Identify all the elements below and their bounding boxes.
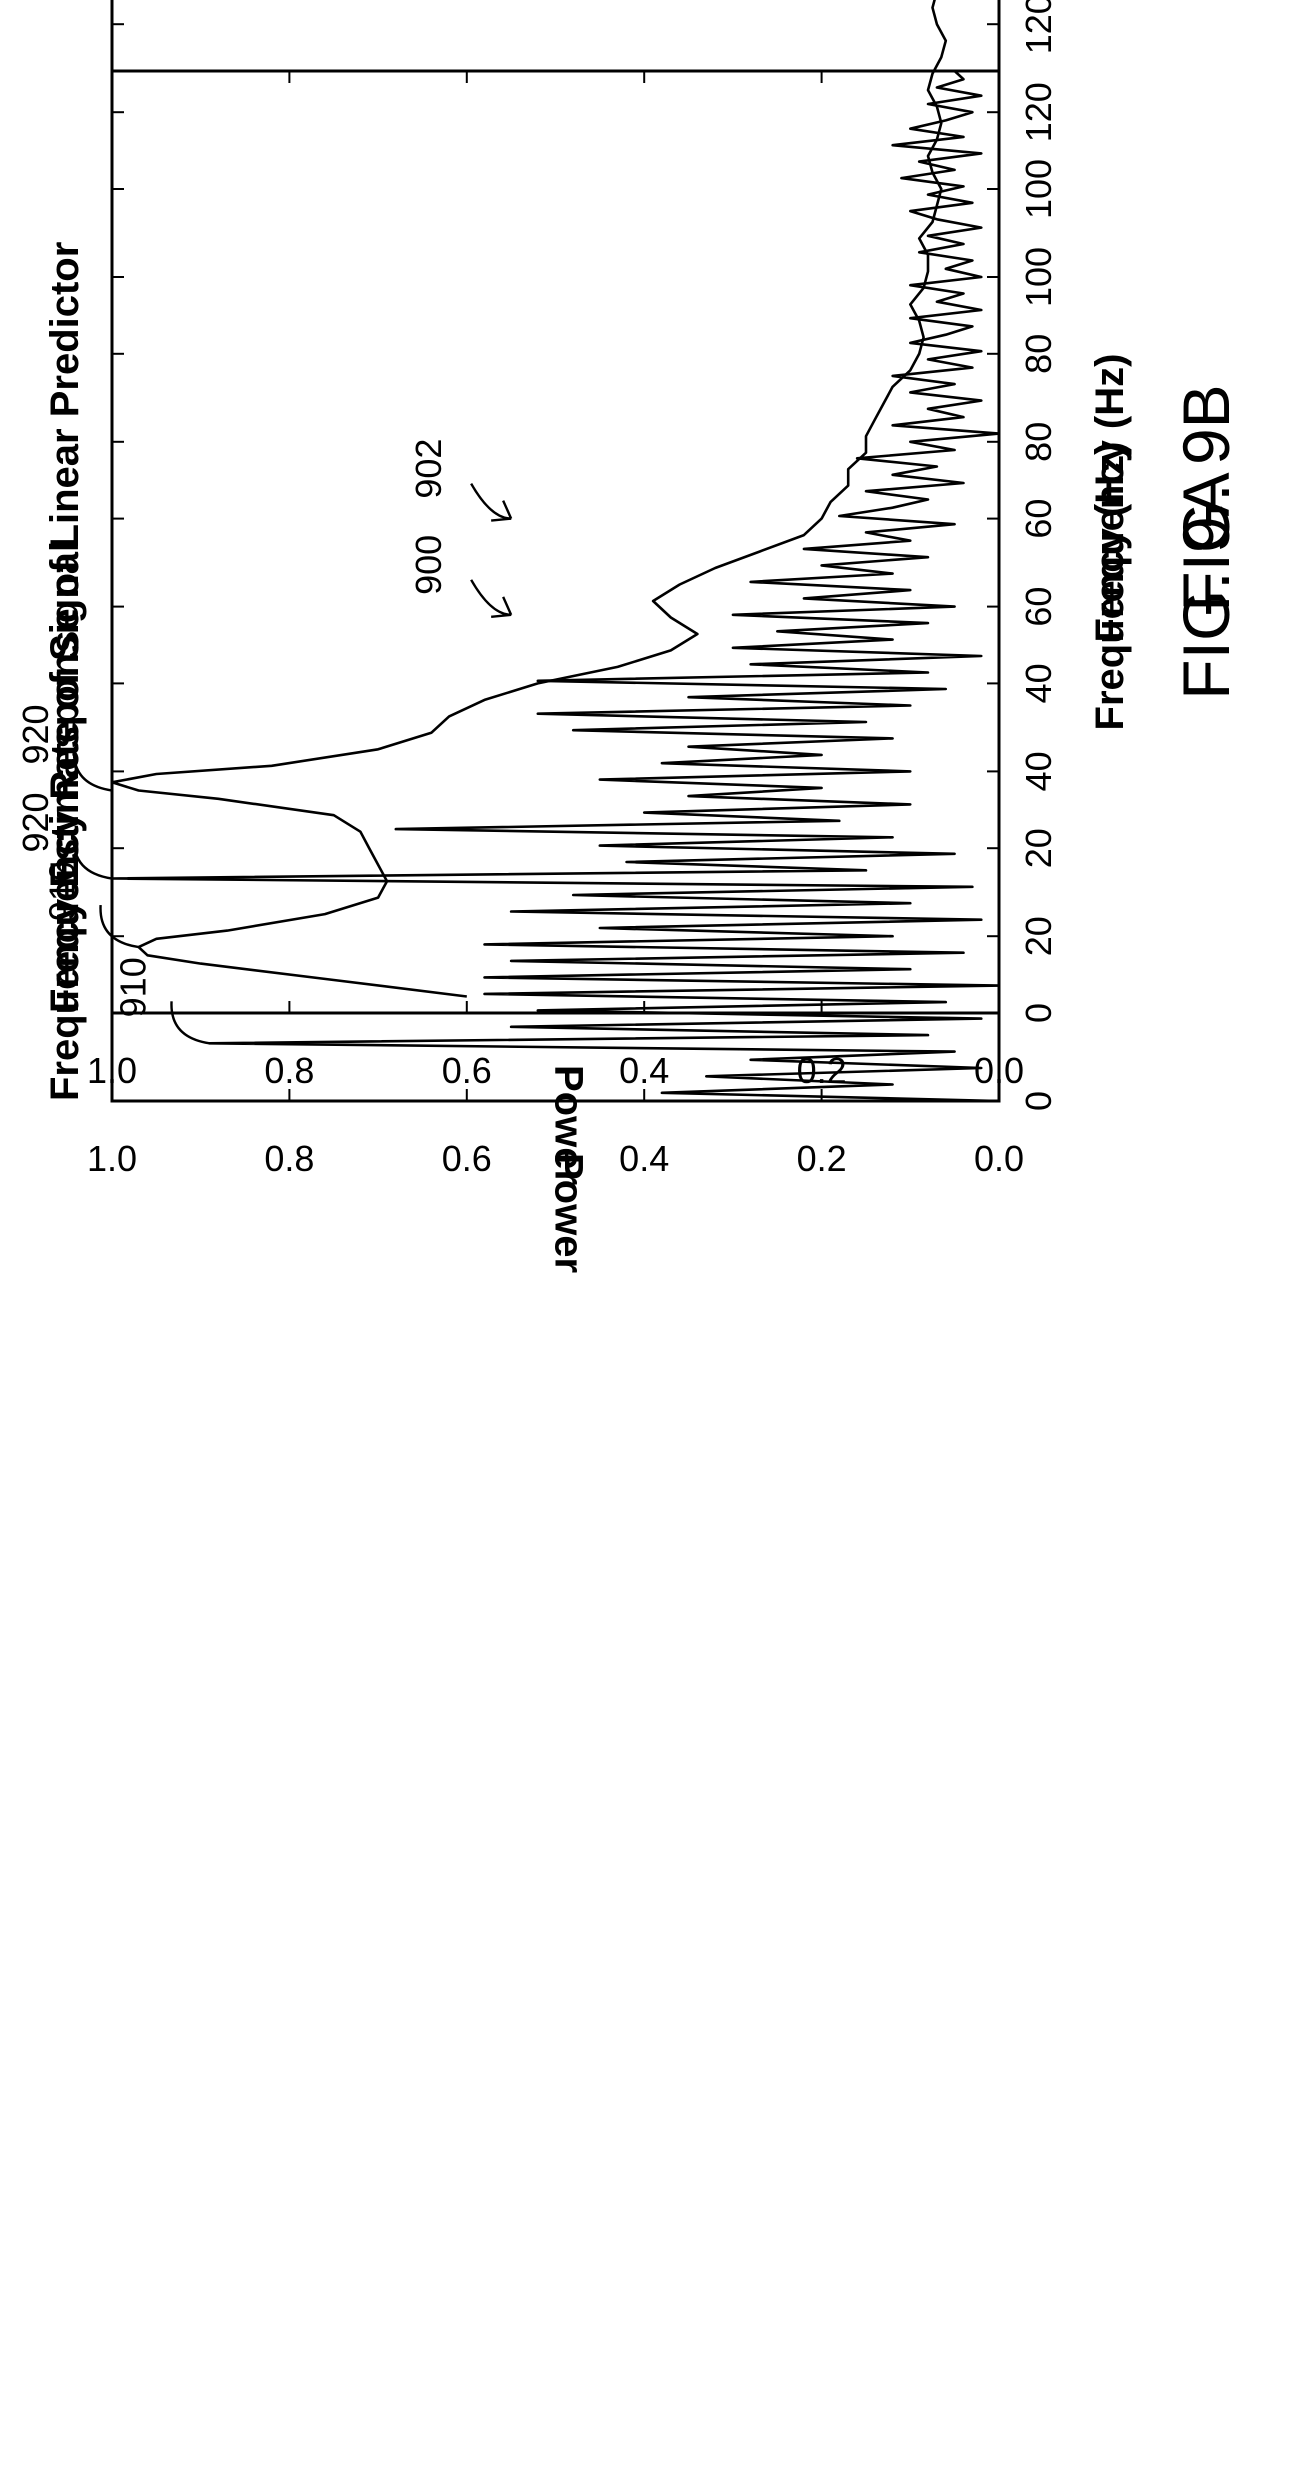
annotations: 910 920 900 (15, 535, 513, 1045)
x-tick-label: 0 (1018, 1091, 1059, 1111)
x-tick-label: 120 (1018, 0, 1059, 54)
x-tick-label: 80 (1018, 334, 1059, 374)
y-tick-label: 0.0 (974, 1138, 1024, 1179)
series-line (110, 0, 948, 998)
figure-label: FIG. 9A (1169, 472, 1243, 699)
y-tick-label: 1.0 (87, 1138, 137, 1179)
reference-label: 902 (408, 439, 449, 499)
reference-label: 920 (15, 792, 56, 852)
reference-label: 910 (113, 957, 154, 1017)
arrowhead (491, 500, 513, 522)
y-tick-label: 0.6 (442, 1050, 492, 1091)
leader-line (470, 579, 512, 617)
leader-line (99, 905, 139, 949)
y-tick-label: 0.2 (797, 1050, 847, 1091)
reference-label: 900 (408, 535, 449, 595)
x-tick-label: 80 (1018, 422, 1059, 462)
y-tick-label: 0.8 (264, 1050, 314, 1091)
leader-line (72, 836, 113, 880)
x-tick-label: 100 (1018, 159, 1059, 219)
x-tick-label: 0 (1018, 1003, 1059, 1023)
arrowhead (491, 596, 513, 619)
y-tick-label: 0.2 (797, 1138, 847, 1179)
y-tick-label: 0.8 (264, 1138, 314, 1179)
x-axis-label: Frequency (Hz) (1088, 442, 1132, 731)
chart-title: Frequency Response of Linear Predictor (43, 242, 87, 1013)
reference-label: 910 (42, 861, 83, 921)
leader-line (170, 1001, 210, 1045)
x-tick-label: 100 (1018, 247, 1059, 307)
axis-ticks: 0 20 40 60 80 100 120 0.0 0.2 0.4 0.6 0.8 1.0 (87, 71, 1059, 1179)
x-tick-label: 40 (1018, 663, 1059, 703)
series-line (110, 70, 1001, 1103)
y-axis-label: Power (547, 1153, 591, 1273)
annotations: 910 920 902 (15, 439, 513, 949)
chart-title: Frequency Estimate of Signal (43, 541, 87, 1101)
axis-ticks: 0 20 40 60 80 100 120 0.0 0.2 0.4 0.6 0.8 1.0 (87, 0, 1059, 1091)
leader-line (470, 483, 512, 520)
x-tick-label: 60 (1018, 587, 1059, 627)
y-tick-label: 0.6 (442, 1138, 492, 1179)
chart-fig-9a: Frequency Estimate of Signal Frequency (… (15, 69, 1243, 1273)
x-tick-label: 60 (1018, 499, 1059, 539)
reference-label: 920 (15, 704, 56, 764)
x-tick-label: 20 (1018, 828, 1059, 868)
plot-frame (110, 0, 1001, 1015)
x-tick-label: 120 (1018, 82, 1059, 142)
y-axis-label: Power (547, 1065, 591, 1185)
y-tick-label: 1.0 (87, 1050, 137, 1091)
y-tick-label: 0.4 (619, 1050, 669, 1091)
figure-label: FIG. 9B (1169, 384, 1243, 611)
chart-fig-9b: Frequency Response of Linear Predictor F… (15, 0, 1243, 1185)
plot-series (110, 70, 1001, 1103)
leader-line (72, 748, 113, 792)
plot-series (110, 0, 948, 998)
y-tick-label: 0.4 (619, 1138, 669, 1179)
y-tick-label: 0.0 (974, 1050, 1024, 1091)
x-tick-label: 40 (1018, 751, 1059, 791)
x-axis-label: Frequency (Hz) (1088, 354, 1132, 643)
x-tick-label: 20 (1018, 916, 1059, 956)
